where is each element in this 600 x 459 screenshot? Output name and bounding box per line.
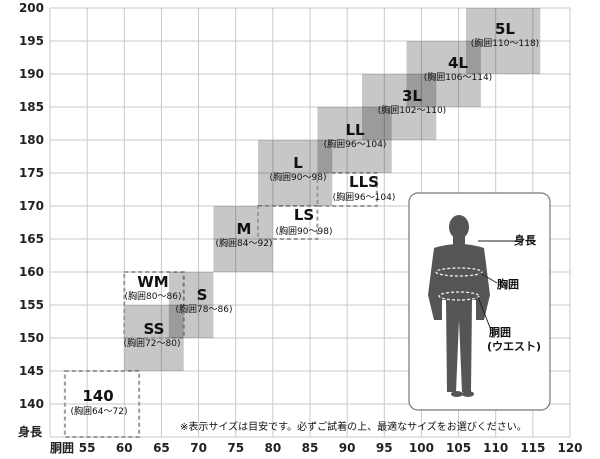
y-tick-label: 165 [19, 232, 44, 246]
y-tick-label: 170 [19, 199, 44, 213]
chest-range-3l: (胸囲102〜110) [378, 104, 446, 116]
x-tick-label: 95 [376, 441, 393, 455]
x-tick-label: 90 [339, 441, 356, 455]
x-tick-label: 110 [483, 441, 508, 455]
region-4l [406, 41, 481, 107]
chest-range-ls: (胸囲90〜98) [276, 225, 333, 237]
x-tick-label: 65 [153, 441, 170, 455]
y-axis-title: 身長 [18, 424, 43, 439]
y-tick-label: 140 [19, 397, 44, 411]
chest-range-4l: (胸囲106〜114) [424, 71, 492, 83]
chest-range-s: (胸囲78〜86) [176, 303, 233, 315]
size-label-5l: 5L [495, 20, 515, 38]
size-label-3l: 3L [402, 87, 422, 105]
x-tick-label: 75 [227, 441, 244, 455]
y-tick-label: 200 [19, 1, 44, 15]
size-label-s: S [197, 286, 208, 304]
size-label-ss: SS [144, 320, 165, 338]
x-tick-label: 85 [302, 441, 319, 455]
x-axis-title: 胴囲 [50, 440, 74, 455]
y-tick-label: 195 [19, 34, 44, 48]
region-lls [316, 172, 378, 207]
x-tick-label: 100 [409, 441, 434, 455]
chest-range-l: (胸囲90〜98) [270, 171, 327, 183]
disclaimer-note: ※表示サイズは目安です。必ずご試着の上、最適なサイズをお選びください。 [180, 420, 527, 433]
size-label-lls: LLS [349, 173, 379, 191]
figure-label-chest: 胸囲 [497, 277, 519, 291]
region-s [168, 272, 214, 338]
figure-panel: 身長 胸囲 胴囲 (ウエスト) [408, 192, 551, 411]
x-tick-label: 105 [446, 441, 471, 455]
x-tick-label: 115 [520, 441, 545, 455]
x-tick-label: 60 [116, 441, 133, 455]
region-ls [257, 205, 319, 240]
region-wm [123, 271, 185, 339]
size-label-140: 140 [82, 387, 113, 405]
x-tick-label: 55 [79, 441, 96, 455]
size-label-ls: LS [294, 206, 314, 224]
y-tick-label: 180 [19, 133, 44, 147]
y-tick-label: 150 [19, 331, 44, 345]
region-m [213, 206, 273, 272]
chest-range-ss: (胸囲72〜80) [124, 337, 181, 349]
chest-range-lls: (胸囲96〜104) [333, 191, 396, 203]
figure-label-waist: 胴囲 [489, 326, 511, 339]
size-label-ll: LL [345, 121, 365, 139]
y-tick-label: 185 [19, 100, 44, 114]
chest-range-140: (胸囲64〜72) [71, 405, 128, 417]
figure-label-waist-sub: (ウエスト) [487, 340, 541, 353]
size-label-m: M [237, 220, 252, 238]
size-labels: 140(胸囲64〜72) SS(胸囲72〜80) WM(胸囲80〜86) S(胸囲78… [71, 20, 540, 417]
chest-range-5l: (胸囲110〜118) [471, 37, 539, 49]
y-tick-label: 175 [19, 166, 44, 180]
region-ll [317, 107, 392, 173]
axes: 140 145 150 155 160 165 170 175 180 185 190 195 200 5… [18, 1, 583, 455]
size-label-wm: WM [137, 273, 168, 291]
chest-range-m: (胸囲84〜92) [216, 237, 273, 249]
size-label-l: L [293, 154, 303, 172]
region-140 [63, 370, 141, 438]
figure-label-height: 身長 [514, 233, 537, 247]
size-label-4l: 4L [448, 54, 468, 72]
y-tick-label: 160 [19, 265, 44, 279]
size-regions [63, 8, 541, 438]
human-figure [428, 215, 490, 397]
x-tick-label: 70 [190, 441, 207, 455]
x-tick-label: 80 [265, 441, 282, 455]
y-tick-label: 155 [19, 298, 44, 312]
chest-range-wm: (胸囲80〜86) [125, 290, 182, 302]
y-tick-label: 145 [19, 364, 44, 378]
region-3l [362, 74, 437, 140]
x-tick-label: 120 [557, 441, 582, 455]
y-tick-label: 190 [19, 67, 44, 81]
chest-range-ll: (胸囲96〜104) [324, 138, 387, 150]
region-5l [466, 8, 541, 74]
